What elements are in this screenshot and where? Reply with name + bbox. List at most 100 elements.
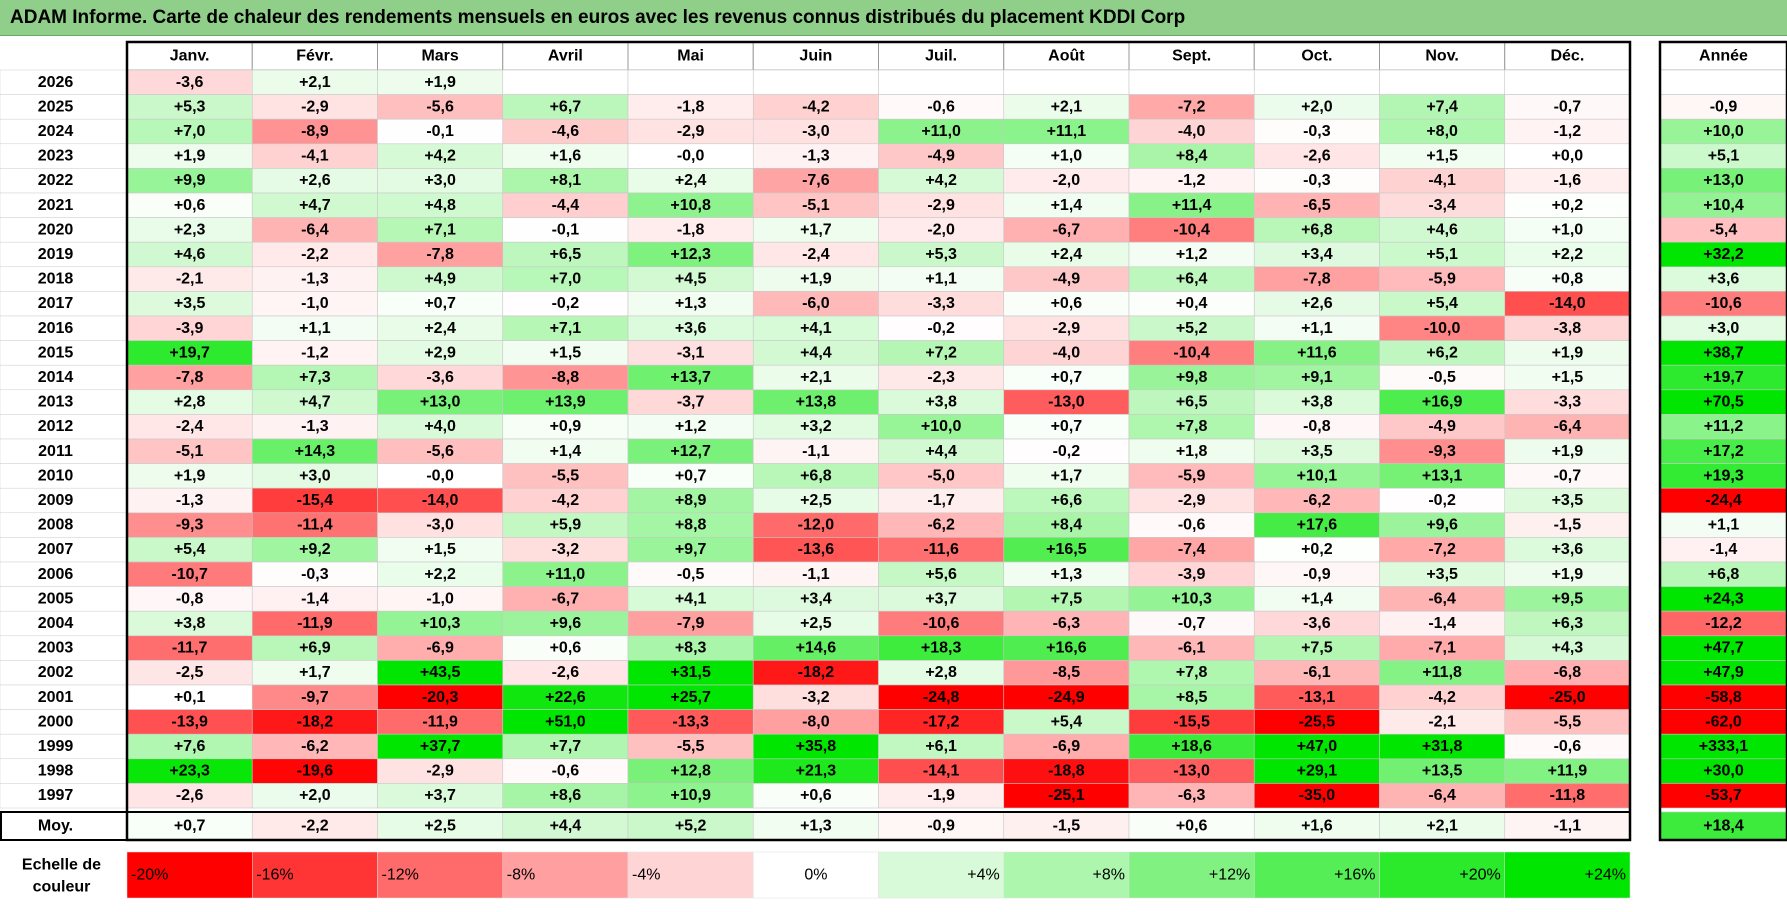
heatmap-cell-value: +3,6: [675, 320, 707, 337]
heatmap-cell: [251, 758, 378, 784]
heatmap-cell-value: +6,9: [299, 640, 331, 657]
heatmap-cell: [752, 364, 879, 391]
heatmap-cell: [878, 364, 1005, 391]
heatmap-cell-value: +0,8: [1552, 271, 1584, 288]
heatmap-cell: [1003, 414, 1130, 440]
heatmap-cell: [878, 266, 1005, 292]
heatmap-cell-value: +25,7: [670, 689, 711, 706]
heatmap-cell-value: +7,4: [1426, 98, 1458, 115]
heatmap-cell: [752, 266, 879, 292]
heatmap-cell: [752, 783, 879, 809]
heatmap-cell: [377, 364, 504, 391]
heatmap-cell-value: +1,5: [550, 344, 582, 361]
heatmap-cell-value: +13,0: [420, 394, 461, 411]
heatmap-cell: [1504, 315, 1631, 341]
heatmap-cell: [126, 684, 253, 710]
heatmap-cell: [752, 660, 879, 686]
heatmap-cell-value: -5,9: [1428, 271, 1456, 288]
year-cell: [0, 266, 128, 292]
heatmap-cell-value: +13,8: [796, 394, 837, 411]
heatmap-cell: [377, 315, 504, 341]
heatmap-cell-value: -10,4: [1173, 221, 1210, 238]
heatmap-cell-value: +1,7: [1051, 467, 1083, 484]
heatmap-cell-value: -4,1: [301, 148, 329, 165]
year-label: 2022: [38, 172, 74, 189]
heatmap-cell-value: +5,6: [925, 566, 957, 583]
heatmap-cell-value: -6,5: [1303, 197, 1331, 214]
average-cell-value: +5,2: [675, 818, 707, 835]
heatmap-cell: [1379, 94, 1506, 120]
heatmap-cell: [502, 586, 629, 612]
heatmap-cell: [1379, 168, 1506, 194]
heatmap-cell: [377, 438, 504, 464]
heatmap-cell: [251, 586, 378, 612]
heatmap-cell-value: +13,7: [670, 369, 711, 386]
heatmap-cell-value: -5,6: [426, 98, 454, 115]
year-cell: [0, 512, 128, 538]
heatmap-cell: [126, 635, 253, 661]
heatmap-cell: [1253, 660, 1380, 686]
annual-cell: [1659, 537, 1787, 563]
heatmap-cell: [878, 487, 1005, 514]
heatmap-cell: [1253, 783, 1380, 809]
year-label: 2008: [38, 517, 74, 534]
heatmap-cell: [1003, 364, 1130, 391]
heatmap-cell-value: +6,4: [1176, 271, 1208, 288]
heatmap-cell: [126, 758, 253, 784]
heatmap-cell: [377, 389, 504, 415]
heatmap-cell: [1504, 69, 1631, 95]
month-grid-frame: [125, 40, 1632, 842]
heatmap-cell-value: -7,9: [677, 615, 705, 632]
color-scale-swatch: [502, 851, 629, 899]
year-cell: [0, 143, 128, 169]
year-label: 2007: [38, 541, 74, 558]
heatmap-cell-value: -7,4: [1178, 541, 1206, 558]
month-header-cell: [878, 41, 1005, 71]
heatmap-cell: [1253, 709, 1380, 735]
heatmap-cell: [878, 414, 1005, 440]
heatmap-cell-value: -1,2: [1178, 172, 1206, 189]
heatmap-cell: [126, 414, 253, 440]
heatmap-cell: [1253, 537, 1380, 563]
color-scale-swatch: [126, 851, 253, 899]
heatmap-cell: [1128, 586, 1255, 612]
heatmap-cell-value: +1,9: [1552, 344, 1584, 361]
heatmap-cell: [377, 192, 504, 218]
heatmap-cell: [251, 266, 378, 292]
heatmap-cell-value: +3,8: [174, 615, 206, 632]
annual-cell-value: -10,6: [1705, 295, 1742, 312]
heatmap-cell-value: +0,9: [550, 418, 582, 435]
heatmap-cell-value: -0,7: [1178, 615, 1206, 632]
heatmap-cell-value: -0,6: [1554, 738, 1582, 755]
heatmap-cell: [1504, 635, 1631, 661]
annual-cell: [1659, 168, 1787, 194]
heatmap-cell-value: +2,2: [1552, 246, 1584, 263]
annual-cell: [1659, 487, 1787, 514]
heatmap-cell-value: -3,0: [426, 517, 454, 534]
heatmap-cell: [126, 463, 253, 489]
heatmap-cell-value: -13,0: [1173, 763, 1210, 780]
heatmap-cell-value: -3,2: [802, 689, 830, 706]
month-header-label: Mai: [677, 48, 704, 65]
heatmap-cell-value: +2,4: [424, 320, 456, 337]
heatmap-cell-value: -1,9: [927, 787, 955, 804]
heatmap-cell: [377, 610, 504, 637]
heatmap-cell-value: -2,6: [552, 664, 580, 681]
heatmap-cell: [126, 586, 253, 612]
heatmap-cell: [1379, 733, 1506, 760]
heatmap-cell-value: -5,1: [176, 443, 204, 460]
color-scale-label: -8%: [507, 867, 535, 884]
heatmap-cell: [251, 389, 378, 415]
annual-cell-value: +13,0: [1703, 172, 1744, 189]
year-label: 2016: [38, 320, 74, 337]
heatmap-cell-value: -2,4: [176, 418, 204, 435]
color-scale-swatch: [1254, 851, 1380, 899]
heatmap-cell: [1128, 364, 1255, 391]
heatmap-cell: [627, 389, 754, 415]
heatmap-cell-value: +12,8: [670, 763, 711, 780]
heatmap-cell-value: -2,9: [1178, 492, 1206, 509]
heatmap-cell: [752, 241, 879, 268]
annual-cell-value: -12,2: [1705, 615, 1742, 632]
heatmap-cell-value: +0,1: [174, 689, 206, 706]
